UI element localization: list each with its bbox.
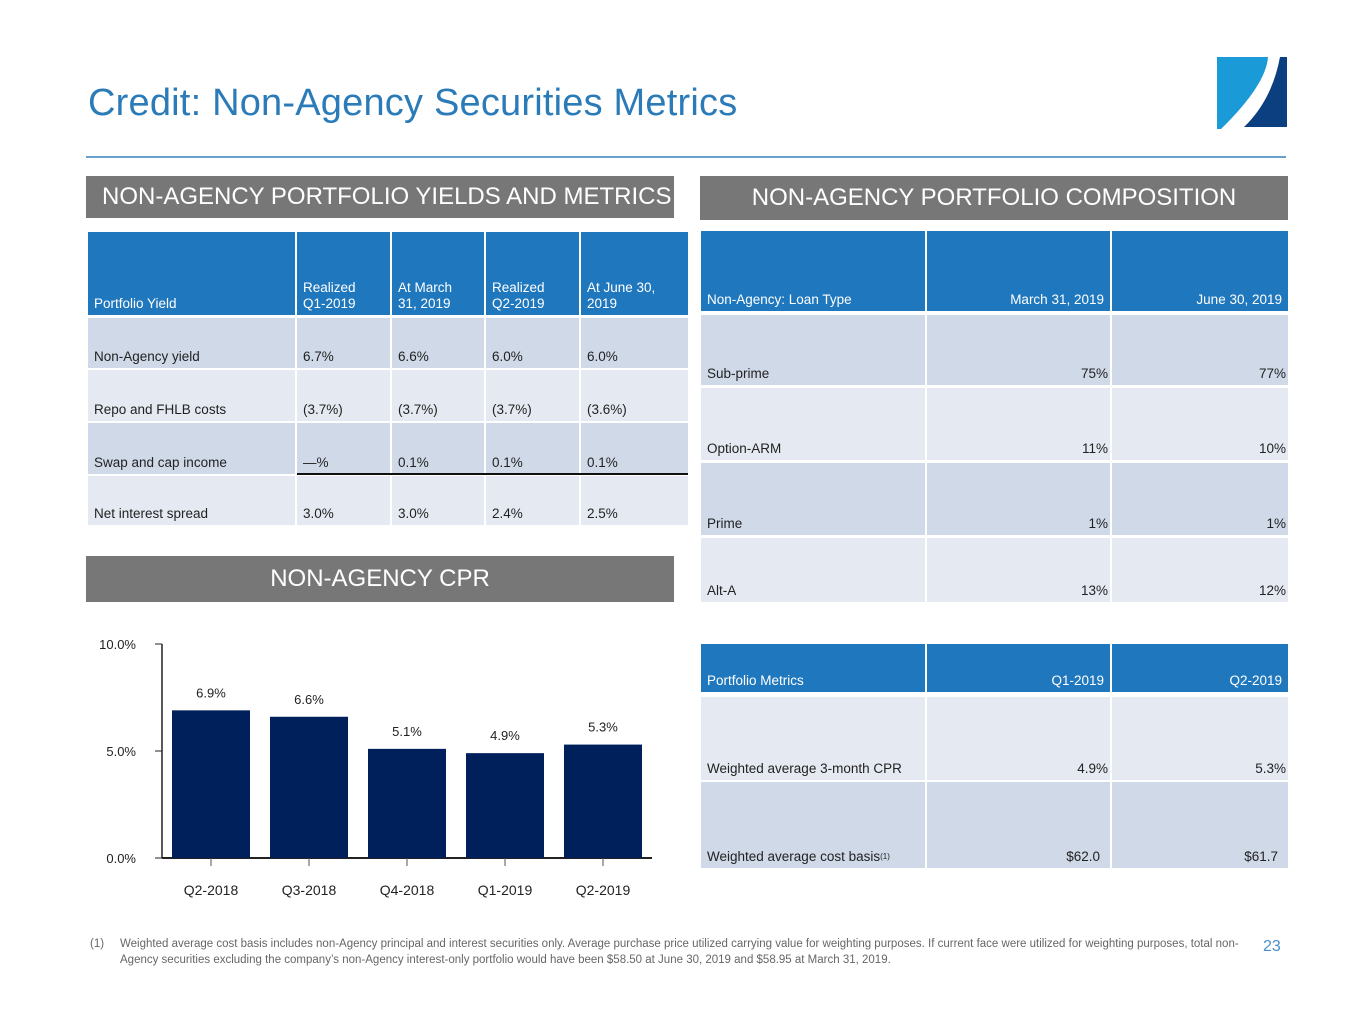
yields-row-label: Non-Agency yield	[88, 318, 295, 368]
x-tick-label: Q1-2019	[478, 882, 533, 898]
yields-row-value: (3.7%)	[486, 370, 579, 421]
cpr-bar	[172, 710, 250, 858]
composition-row-value: 12%	[1112, 538, 1288, 602]
page-number: 23	[1263, 938, 1281, 955]
cpr-bar	[564, 744, 642, 858]
company-logo-icon	[1217, 57, 1287, 129]
yields-row-value: 6.0%	[581, 318, 688, 368]
yields-header-cell: Realized Q2-2019	[486, 232, 579, 315]
footnote-marker: (1)	[90, 938, 105, 950]
cpr-bar	[368, 748, 446, 858]
yields-row-value: 6.7%	[297, 318, 390, 368]
composition-row-value: 13%	[927, 538, 1110, 602]
footnote-reference: (1)	[880, 852, 890, 861]
y-tick-label: 10.0%	[99, 637, 136, 652]
composition-row-label: Alt-A	[701, 538, 925, 602]
data-label: 5.1%	[392, 724, 422, 739]
x-tick-label: Q3-2018	[282, 882, 337, 898]
yields-header-line: Q1-2019	[303, 296, 356, 311]
yields-row-value: (3.7%)	[392, 370, 484, 421]
yields-section-header: NON-AGENCY PORTFOLIO YIELDS AND METRICS	[86, 176, 674, 218]
yields-header-line: Realized	[492, 280, 545, 295]
yields-header-line: At March	[398, 280, 453, 295]
composition-header-cell: Non-Agency: Loan Type	[701, 231, 925, 311]
yields-row-value: 0.1%	[581, 423, 688, 474]
yields-row-value: —%	[297, 423, 390, 474]
yields-row-label: Swap and cap income	[88, 423, 295, 474]
metrics-row-value: 5.3%	[1112, 697, 1288, 780]
yields-row-value: 6.0%	[486, 318, 579, 368]
composition-header-cell: March 31, 2019	[927, 231, 1110, 311]
data-label: 6.9%	[196, 685, 226, 700]
yields-row-value: 3.0%	[297, 476, 390, 525]
yields-header-label: Realized Q2-2019	[492, 280, 545, 312]
composition-row-label: Sub-prime	[701, 315, 925, 385]
yields-row-value: (3.6%)	[581, 370, 688, 421]
x-tick-label: Q4-2018	[380, 882, 435, 898]
yields-header-line: 2019	[587, 296, 618, 311]
yields-header-line: 31, 2019	[398, 296, 451, 311]
composition-header-cell: June 30, 2019	[1112, 231, 1288, 311]
metrics-row-value: 4.9%	[927, 697, 1110, 780]
composition-row-label: Option-ARM	[701, 388, 925, 460]
yields-header-label: Realized Q1-2019	[303, 280, 356, 312]
composition-section-title: NON-AGENCY PORTFOLIO COMPOSITION	[751, 184, 1237, 211]
yields-row-label: Repo and FHLB costs	[88, 370, 295, 421]
composition-row-value: 75%	[927, 315, 1110, 385]
title-divider	[86, 156, 1286, 158]
yields-row-value: 2.4%	[486, 476, 579, 525]
yields-row-label: Net interest spread	[88, 476, 295, 525]
y-tick-label: 5.0%	[106, 744, 136, 759]
data-label: 6.6%	[294, 692, 324, 707]
footnote-text: Weighted average cost basis includes non…	[120, 938, 1239, 966]
yields-header-line: Q2-2019	[492, 296, 545, 311]
yields-header-cell: At June 30, 2019	[581, 232, 688, 315]
metrics-row-label: Weighted average cost basis (1)	[701, 782, 925, 868]
total-rule	[297, 473, 688, 475]
composition-row-value: 1%	[927, 463, 1110, 535]
metrics-row-label: Weighted average 3-month CPR	[701, 697, 925, 780]
metrics-header-cell: Q2-2019	[1112, 644, 1288, 692]
yields-header-cell: Portfolio Yield	[88, 232, 295, 315]
metrics-header-cell: Portfolio Metrics	[701, 644, 925, 692]
metrics-label-text: Weighted average cost basis	[707, 849, 881, 864]
cpr-section-header: NON-AGENCY CPR	[86, 556, 674, 602]
metrics-header-cell: Q1-2019	[927, 644, 1110, 692]
yields-row-value: 0.1%	[486, 423, 579, 474]
composition-row-value: 1%	[1112, 463, 1288, 535]
yields-row-value: 0.1%	[392, 423, 484, 474]
composition-row-label: Prime	[701, 463, 925, 535]
yields-row-value: 6.6%	[392, 318, 484, 368]
metrics-label-text: Weighted average 3-month CPR	[707, 761, 902, 776]
yields-row-value: 2.5%	[581, 476, 688, 525]
cpr-section-title: NON-AGENCY CPR	[270, 565, 490, 592]
yields-header-cell: At March 31, 2019	[392, 232, 484, 315]
data-label: 5.3%	[588, 720, 618, 735]
composition-row-value: 77%	[1112, 315, 1288, 385]
page-title: Credit: Non-Agency Securities Metrics	[88, 82, 738, 124]
composition-row-value: 11%	[927, 388, 1110, 460]
data-label: 4.9%	[490, 728, 520, 743]
x-tick-label: Q2-2018	[184, 882, 239, 898]
yields-row-value: 3.0%	[392, 476, 484, 525]
yields-header-line: Realized	[303, 280, 356, 295]
yields-header-line: Portfolio Yield	[94, 296, 177, 311]
x-tick-label: Q2-2019	[576, 882, 631, 898]
cpr-bar	[270, 716, 348, 858]
yields-section-title: NON-AGENCY PORTFOLIO YIELDS AND METRICS	[102, 183, 672, 210]
composition-section-header: NON-AGENCY PORTFOLIO COMPOSITION	[700, 176, 1288, 220]
yields-header-line: At June 30,	[587, 280, 656, 295]
yields-header-label: At March 31, 2019	[398, 280, 452, 312]
cpr-bar	[466, 753, 544, 858]
yields-header-label: Portfolio Yield	[94, 296, 177, 312]
yields-row-value: (3.7%)	[297, 370, 390, 421]
metrics-row-value: $61.7	[1112, 782, 1288, 868]
metrics-row-value: $62.0	[927, 782, 1110, 868]
yields-header-cell: Realized Q1-2019	[297, 232, 390, 315]
cpr-bar-chart: 0.0% 5.0% 10.0% 6.9% Q2-2018 6.6% Q3-2018 5.1% Q…	[99, 637, 652, 898]
y-tick-label: 0.0%	[106, 851, 136, 866]
yields-header-label: At June 30, 2019	[587, 280, 655, 312]
composition-row-value: 10%	[1112, 388, 1288, 460]
